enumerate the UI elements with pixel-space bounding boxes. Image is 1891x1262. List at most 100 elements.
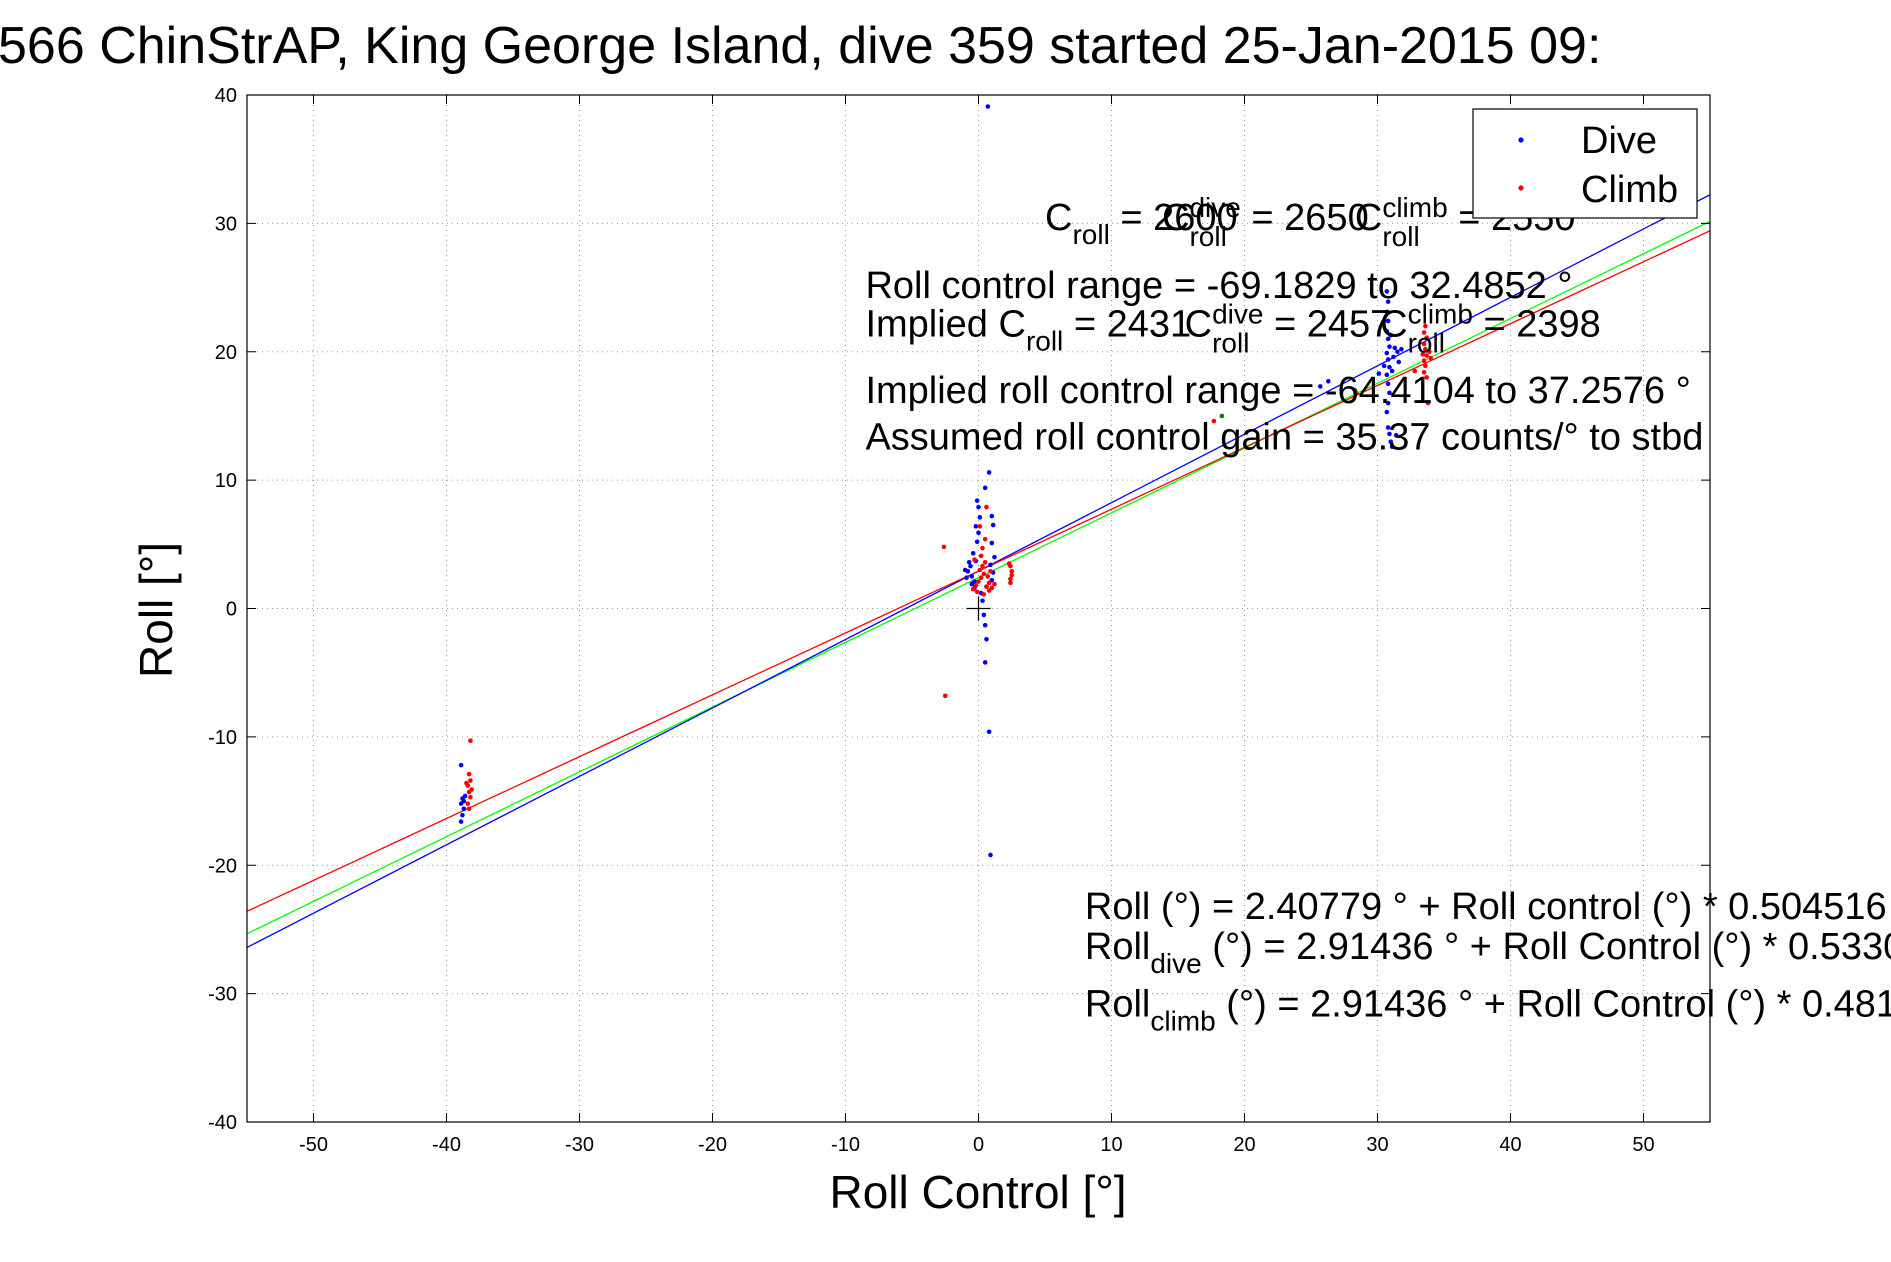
point-climb xyxy=(1427,349,1432,355)
y-tick-label: -30 xyxy=(208,984,237,1006)
annotation-text: Implied Croll = 2431 xyxy=(865,303,1191,356)
point-dive xyxy=(980,598,985,604)
point-climb xyxy=(984,584,989,589)
annotation-text: Assumed roll control gain = 35.37 counts… xyxy=(865,416,1703,458)
point-climb xyxy=(986,580,992,586)
point-other xyxy=(1352,387,1358,393)
x-tick-label: -40 xyxy=(432,1134,461,1156)
point-dive xyxy=(966,559,972,565)
point-dive xyxy=(1385,318,1391,324)
annotation-text: Cdive roll = 2650 xyxy=(1162,192,1369,252)
y-tick-label: 0 xyxy=(226,599,237,621)
legend-marker-dive xyxy=(1518,137,1524,143)
point-dive xyxy=(1388,332,1394,338)
y-tick-label: -10 xyxy=(208,727,237,749)
point-climb xyxy=(978,553,984,559)
point-dive xyxy=(968,563,973,569)
point-dive xyxy=(973,524,979,529)
point-dive xyxy=(1389,444,1395,450)
point-dive xyxy=(462,793,468,799)
point-dive xyxy=(1385,381,1391,387)
point-climb xyxy=(1008,576,1013,582)
point-dive xyxy=(1384,372,1390,378)
point-climb xyxy=(465,801,471,806)
y-axis-label: Roll [°] xyxy=(130,542,182,678)
point-dive xyxy=(1384,328,1390,334)
point-climb xyxy=(980,545,985,551)
point-climb xyxy=(1009,572,1015,578)
point-climb xyxy=(1428,355,1433,361)
point-climb xyxy=(464,780,469,786)
point-dive xyxy=(461,806,467,812)
point-climb xyxy=(985,574,991,579)
point-dive xyxy=(1389,368,1395,374)
point-climb xyxy=(972,557,977,563)
point-climb xyxy=(1423,346,1428,352)
point-dive xyxy=(1384,409,1390,415)
point-dive xyxy=(969,574,975,579)
point-climb xyxy=(981,592,987,597)
point-dive xyxy=(985,104,991,109)
point-climb xyxy=(468,794,473,800)
point-climb xyxy=(982,559,988,565)
point-dive xyxy=(992,554,997,560)
point-climb xyxy=(942,693,948,699)
x-tick-label: 50 xyxy=(1632,1134,1654,1156)
annotation-text: Rolldive (°) = 2.91436 ° + Roll Control … xyxy=(1085,926,1891,979)
annotation-text: Cdive roll = 2457 xyxy=(1185,298,1392,358)
point-dive xyxy=(458,819,464,824)
point-climb xyxy=(974,589,980,595)
point-climb xyxy=(981,571,987,577)
point-climb xyxy=(466,771,472,777)
point-climb xyxy=(986,588,992,593)
point-climb xyxy=(1425,400,1431,406)
annotation-text: Implied roll control range = -64.4104 to… xyxy=(865,370,1690,412)
x-tick-label: -30 xyxy=(565,1134,594,1156)
annotation-text: Rollclimb (°) = 2.91436 ° + Roll Control… xyxy=(1085,984,1891,1037)
x-tick-label: -50 xyxy=(299,1134,328,1156)
point-dive xyxy=(969,581,975,587)
point-dive xyxy=(1387,344,1392,349)
point-dive xyxy=(1392,345,1398,351)
annotation-text: Croll = 2600 xyxy=(1045,197,1238,250)
x-tick-label: -20 xyxy=(698,1134,727,1156)
point-dive xyxy=(982,485,988,491)
point-climb xyxy=(982,536,988,542)
x-axis-label: Roll Control [°] xyxy=(829,1166,1126,1218)
data-points xyxy=(458,104,1433,858)
point-dive xyxy=(989,540,995,546)
point-dive xyxy=(460,812,465,818)
point-dive xyxy=(984,637,989,642)
legend-box xyxy=(1472,108,1698,219)
point-dive xyxy=(976,530,981,536)
point-climb xyxy=(988,568,993,574)
point-climb xyxy=(977,524,983,529)
point-climb xyxy=(1006,561,1012,566)
point-climb xyxy=(1421,358,1427,364)
point-climb xyxy=(1008,580,1013,586)
fit-line-all xyxy=(246,220,1711,935)
point-dive xyxy=(1381,363,1387,369)
legend-label-climb: Climb xyxy=(1581,169,1678,211)
point-climb xyxy=(1420,352,1426,357)
point-dive xyxy=(1387,364,1392,370)
grid-lines xyxy=(247,94,1710,1123)
axis-ticks: -50 -40 -30 -20 -10 0 10 20 30 40 50 -40 -30 -20 -10 0 1… xyxy=(208,85,1710,1156)
point-dive xyxy=(1385,357,1391,362)
point-dive xyxy=(1325,378,1331,384)
point-dive xyxy=(977,515,983,520)
x-tick-label: 20 xyxy=(1233,1134,1255,1156)
point-dive xyxy=(974,498,980,503)
point-dive xyxy=(1318,384,1323,389)
y-tick-label: 30 xyxy=(215,213,237,235)
point-dive xyxy=(981,612,987,618)
point-dive xyxy=(1396,359,1402,365)
point-dive xyxy=(1385,336,1391,342)
point-climb xyxy=(970,586,976,592)
point-climb xyxy=(1009,568,1015,574)
point-climb xyxy=(978,575,984,580)
x-tick-label: 40 xyxy=(1499,1134,1521,1156)
point-climb xyxy=(1424,375,1430,380)
